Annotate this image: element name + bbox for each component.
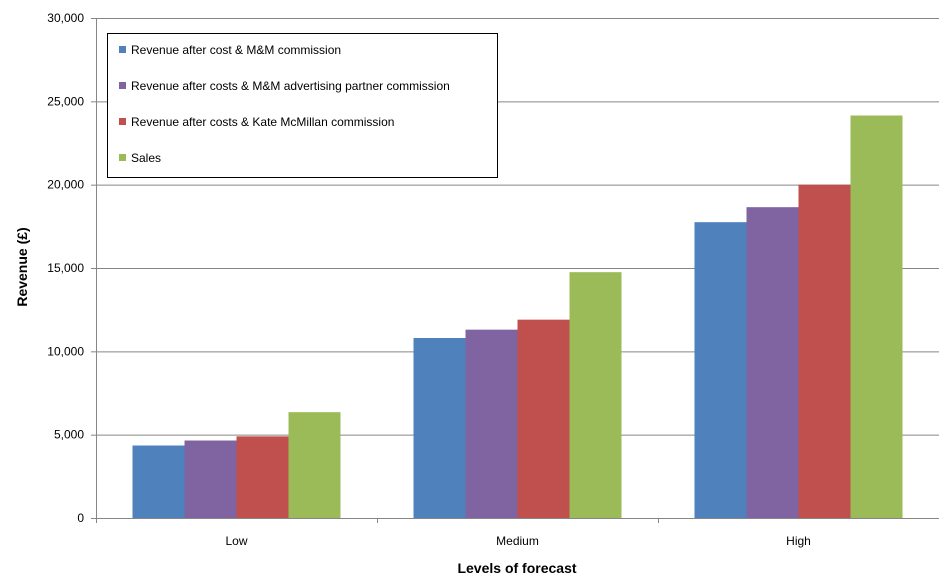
y-tick-label: 15,000 xyxy=(47,261,84,275)
y-tick-label: 20,000 xyxy=(47,178,84,192)
legend-swatch xyxy=(119,154,126,161)
bar xyxy=(413,338,466,518)
legend-swatch xyxy=(119,118,126,125)
y-tick-label: 25,000 xyxy=(47,94,84,108)
bar xyxy=(694,222,747,518)
bar xyxy=(288,412,341,518)
x-axis-title: Levels of forecast xyxy=(457,560,576,576)
bar xyxy=(746,207,799,518)
bar xyxy=(465,329,518,518)
axes xyxy=(91,18,939,523)
bar xyxy=(132,445,185,518)
bar xyxy=(517,319,570,518)
y-tick-labels: 0 5,000 10,000 15,000 20,000 25,000 30,000 xyxy=(47,11,84,525)
bar xyxy=(236,436,289,518)
legend-label: Revenue after costs & Kate McMillan comm… xyxy=(131,115,394,129)
y-tick-label: 0 xyxy=(77,511,84,525)
legend-label: Revenue after cost & M&M commission xyxy=(131,43,341,57)
x-tick-labels: Low Medium High xyxy=(225,534,810,548)
y-tick-label: 30,000 xyxy=(47,11,84,25)
legend-label: Sales xyxy=(131,151,161,165)
legend-label: Revenue after costs & M&M advertising pa… xyxy=(131,79,450,93)
legend-box xyxy=(107,33,498,178)
bar xyxy=(184,440,237,518)
legend: Revenue after cost & M&M commission Reven… xyxy=(107,33,498,178)
legend-swatch xyxy=(119,82,126,89)
bar xyxy=(569,272,622,518)
y-tick-label: 10,000 xyxy=(47,344,84,358)
y-tick-label: 5,000 xyxy=(54,428,84,442)
bar xyxy=(850,115,903,518)
x-tick-label: High xyxy=(786,534,811,548)
x-tick-label: Medium xyxy=(496,534,539,548)
y-axis-title: Revenue (£) xyxy=(14,227,30,306)
bars xyxy=(132,115,903,518)
legend-swatch xyxy=(119,46,126,53)
x-tick-label: Low xyxy=(225,534,247,548)
bar xyxy=(798,184,851,518)
